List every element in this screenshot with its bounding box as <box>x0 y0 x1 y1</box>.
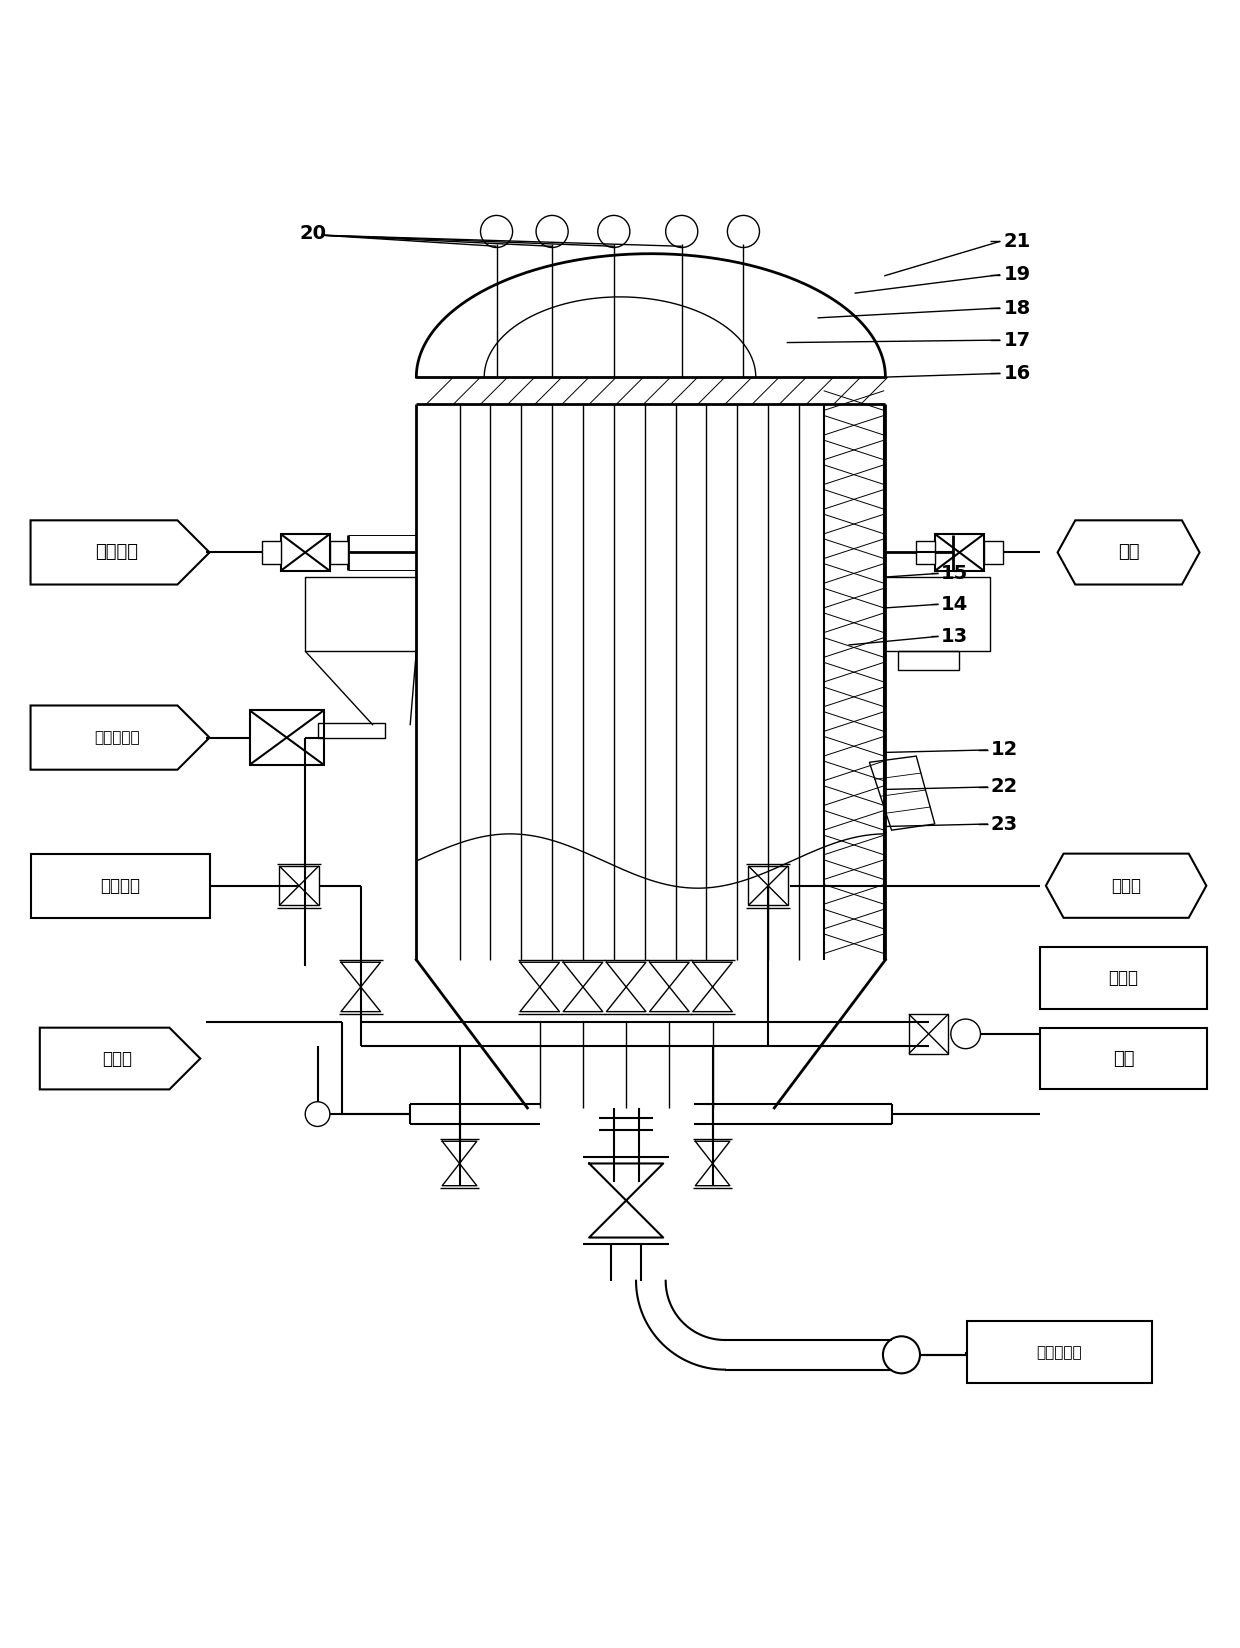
Bar <box>317 723 386 738</box>
Text: 正吹空气: 正吹空气 <box>95 544 139 562</box>
Bar <box>967 1322 1152 1383</box>
Text: 工艺冷凝液: 工艺冷凝液 <box>94 730 140 745</box>
Text: 19: 19 <box>1004 265 1030 283</box>
Text: 排空: 排空 <box>1117 544 1140 562</box>
Text: 酸洗液: 酸洗液 <box>1111 877 1141 895</box>
Text: 16: 16 <box>1004 364 1032 382</box>
Text: 12: 12 <box>991 740 1018 760</box>
Bar <box>280 534 330 570</box>
Text: 15: 15 <box>941 564 968 583</box>
Bar <box>279 865 319 905</box>
Bar <box>909 1014 949 1053</box>
Text: 排净: 排净 <box>1114 1050 1135 1068</box>
Text: 21: 21 <box>1004 232 1032 250</box>
Text: 22: 22 <box>991 778 1018 796</box>
Bar <box>898 651 960 669</box>
Text: 14: 14 <box>941 595 968 613</box>
Text: 13: 13 <box>941 626 968 646</box>
Bar <box>31 854 210 918</box>
Text: 18: 18 <box>1004 298 1032 318</box>
Bar <box>935 534 985 570</box>
Text: 冲洗液: 冲洗液 <box>102 1050 131 1068</box>
Bar <box>985 541 1003 564</box>
Bar <box>330 541 348 564</box>
Bar <box>916 541 935 564</box>
Bar <box>1040 948 1207 1009</box>
Text: 滤清液: 滤清液 <box>1109 969 1138 987</box>
Text: 20: 20 <box>299 224 326 244</box>
Text: 反吹空气: 反吹空气 <box>100 877 140 895</box>
Text: 17: 17 <box>1004 331 1030 349</box>
Bar <box>1040 1028 1207 1089</box>
Bar <box>749 865 787 905</box>
Text: 至排污系统: 至排污系统 <box>1037 1345 1083 1360</box>
Text: 23: 23 <box>991 814 1018 834</box>
Bar <box>262 541 280 564</box>
Bar <box>249 710 324 765</box>
